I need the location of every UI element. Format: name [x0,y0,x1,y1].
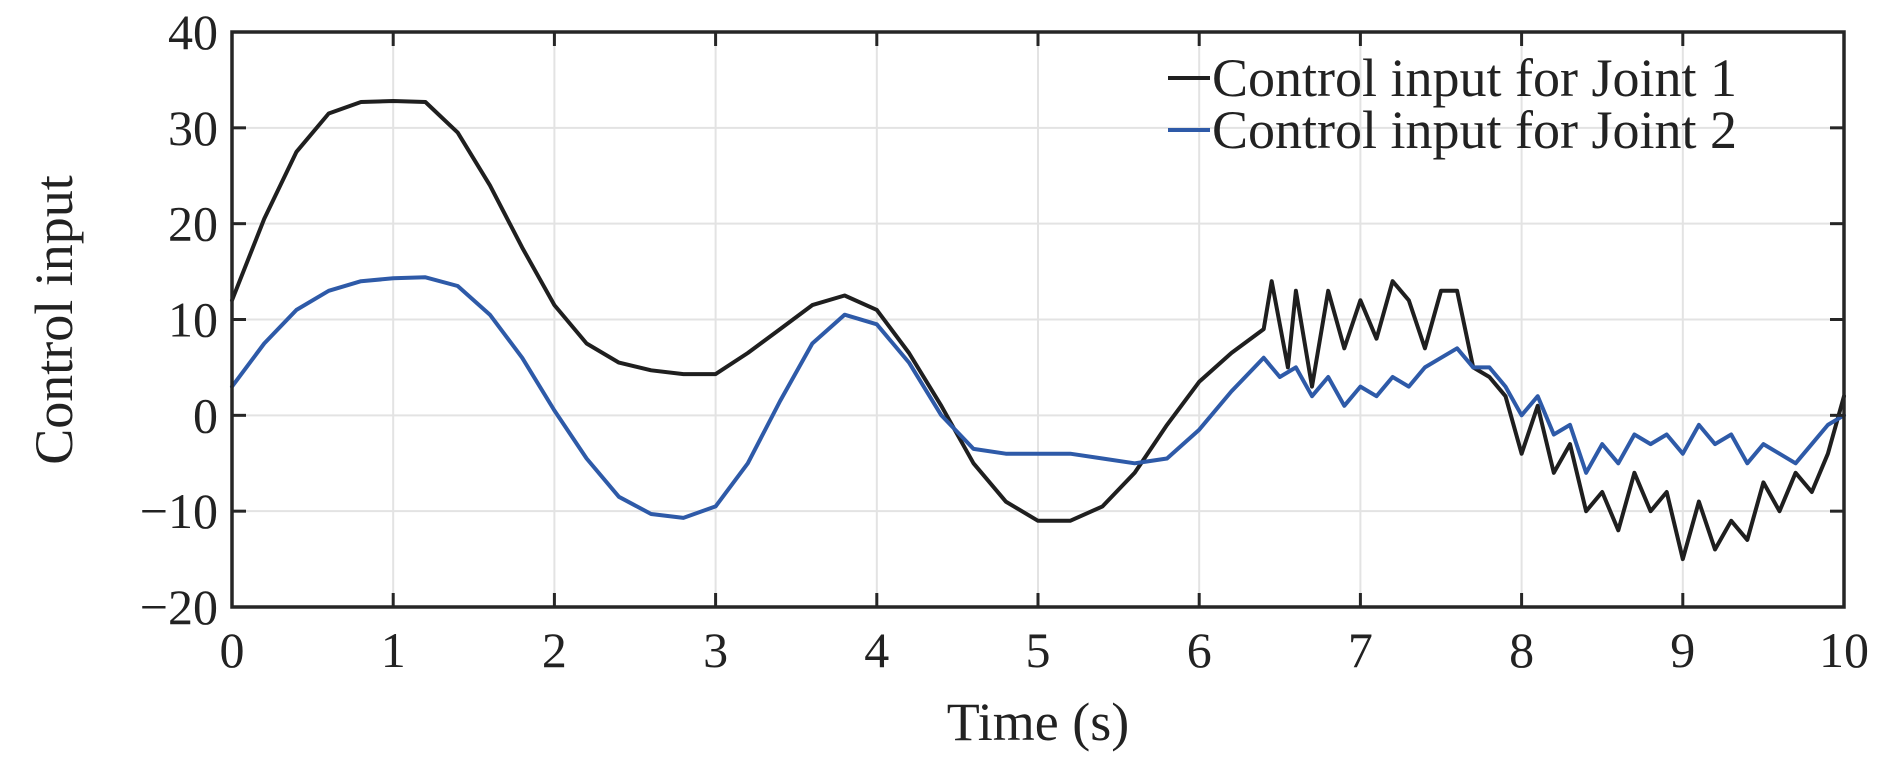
legend-label-joint-1: Control input for Joint 1 [1212,48,1737,108]
ticks [230,30,1846,609]
x-tick-label: 10 [1819,622,1869,678]
x-tick-label: 3 [703,622,728,678]
legend-label-joint-2: Control input for Joint 2 [1212,100,1737,160]
y-tick-label: 20 [168,196,218,252]
y-tick-label: −10 [140,483,218,539]
x-tick-label: 2 [542,622,567,678]
y-tick-label: 40 [168,4,218,60]
x-tick-label: 5 [1026,622,1051,678]
x-axis-label: Time (s) [947,692,1130,752]
x-tick-label: 1 [381,622,406,678]
series-line-joint-1 [230,99,1846,562]
grid [232,32,1844,607]
legend: Control input for Joint 1 Control input … [1168,48,1737,160]
y-axis-label: Control input [24,175,84,465]
y-tick-label: 10 [168,292,218,348]
y-tick-label: −20 [140,579,218,635]
x-tick-label: 7 [1348,622,1373,678]
x-tick-label: 0 [220,622,245,678]
tick-labels: 0 1 2 3 4 5 6 7 8 9 10 −20 −10 0 10 20 30 40 [140,4,1869,678]
x-tick-label: 8 [1509,622,1534,678]
x-tick-label: 4 [864,622,889,678]
series-line-joint-2 [230,275,1846,520]
series-layer [230,99,1846,562]
x-tick-label: 6 [1187,622,1212,678]
y-tick-label: 0 [193,387,218,443]
y-tick-label: 30 [168,100,218,156]
x-tick-label: 9 [1670,622,1695,678]
